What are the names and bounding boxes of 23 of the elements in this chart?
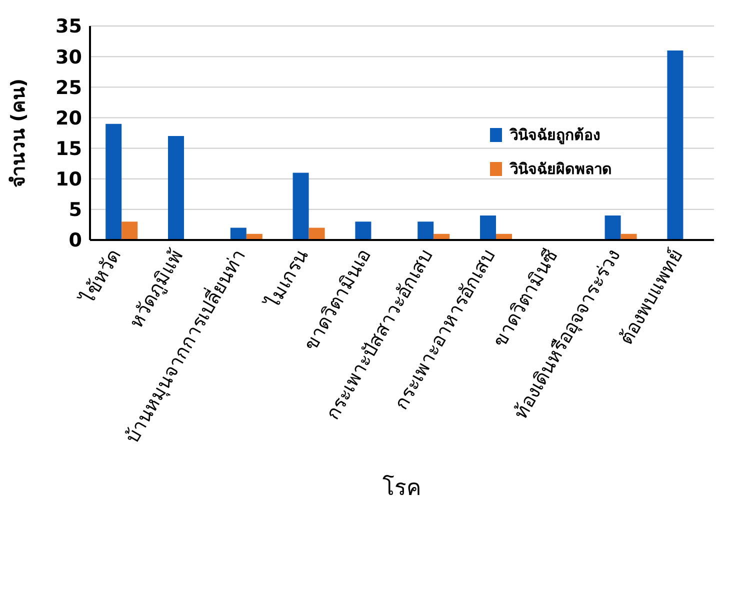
bar <box>604 216 621 240</box>
y-tick-label: 10 <box>56 168 82 191</box>
y-tick-label: 35 <box>56 16 82 38</box>
bar <box>106 124 122 240</box>
bar <box>308 228 325 240</box>
x-axis-title: โรค <box>382 475 422 501</box>
bar <box>418 222 434 240</box>
bar <box>122 222 138 240</box>
y-tick-label: 20 <box>56 107 82 130</box>
bar <box>667 50 684 240</box>
bar <box>355 222 372 240</box>
bar <box>292 172 309 240</box>
y-tick-label: 30 <box>56 46 82 68</box>
y-tick-label: 5 <box>68 199 82 222</box>
bar <box>480 216 496 240</box>
y-tick-label: 25 <box>56 76 82 99</box>
legend-label: วินิจฉัยถูกต้อง <box>510 125 600 146</box>
bar <box>230 228 246 240</box>
y-tick-label: 0 <box>68 230 82 252</box>
y-tick-label: 15 <box>56 138 82 160</box>
y-axis-title: จำนวน (คน) <box>8 78 30 188</box>
legend-label: วินิจฉัยผิดพลาด <box>510 159 612 180</box>
bar <box>168 136 184 240</box>
